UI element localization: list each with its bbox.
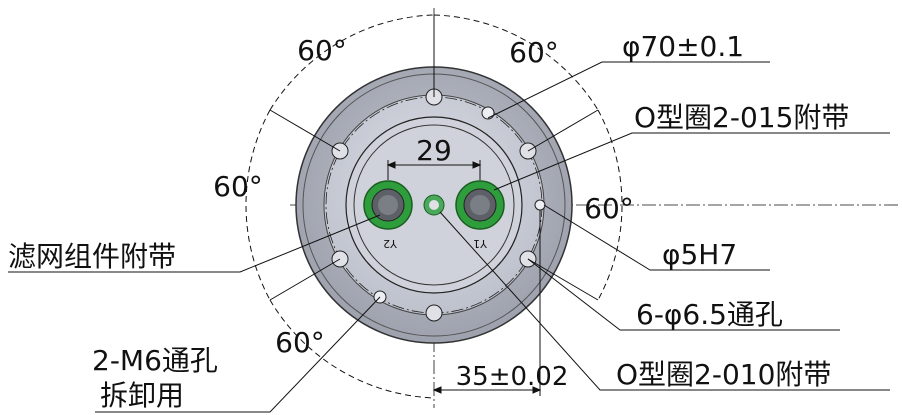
o-ring-010-label: O型圈2-010附带 xyxy=(616,358,831,391)
connector-right-tag: Y1 xyxy=(473,237,488,250)
angle-radials xyxy=(269,15,599,301)
dim-29-label: 29 xyxy=(416,134,452,167)
m6-label-line1: 2-M6通孔 xyxy=(92,344,218,377)
dim-35-label: 35±0.02 xyxy=(456,362,569,392)
center-oring-port xyxy=(423,194,445,216)
hole-5h7-label: φ5H7 xyxy=(662,238,737,271)
angle-label-right: 60° xyxy=(584,192,634,225)
leader-lines xyxy=(8,61,890,413)
angle-label-upper-right: 60° xyxy=(509,36,559,69)
dim-29 xyxy=(386,160,482,180)
connector-left xyxy=(363,180,413,230)
connector-right xyxy=(455,180,505,230)
angle-arcs xyxy=(245,14,623,399)
o-ring-015-label: O型圈2-015附带 xyxy=(634,101,849,134)
angle-label-lower-left: 60° xyxy=(275,326,325,359)
dim-35 xyxy=(432,210,542,396)
holes-6-label: 6-φ6.5通孔 xyxy=(636,298,783,331)
connector-left-tag: Y2 xyxy=(383,237,398,250)
locating-hole xyxy=(534,199,546,211)
filter-label: 滤网组件附带 xyxy=(8,240,176,273)
angle-label-upper-left: 60° xyxy=(297,34,347,67)
inner-groove xyxy=(353,124,515,286)
pin-hole xyxy=(481,106,495,120)
dim-phi70-label: φ70±0.1 xyxy=(622,30,744,63)
angle-label-left: 60° xyxy=(213,170,263,203)
bolt-hole xyxy=(425,304,443,322)
m6-label-line2: 拆卸用 xyxy=(100,379,184,412)
